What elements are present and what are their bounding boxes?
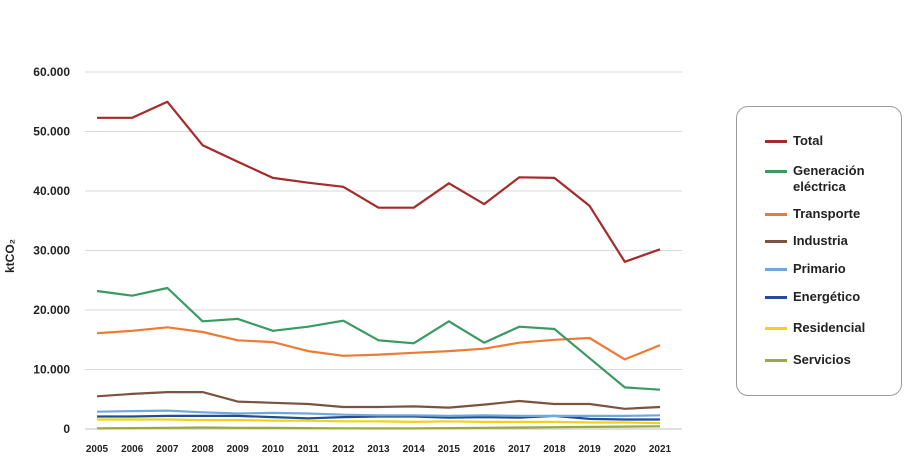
series-line-residencial [97,418,661,425]
legend-swatch [765,170,787,173]
series-line-generación-eléctrica [96,286,661,391]
y-tick-label: 40.000 [33,184,70,198]
legend-item: Primario [765,261,893,277]
series-line-industria [96,391,661,410]
legend-label: Total [793,133,824,148]
legend-item: Residencial [765,320,893,336]
series-line-primario [96,409,661,417]
x-tick-label: 2020 [614,444,637,455]
x-tick-label: 2018 [543,444,566,455]
x-tick-label: 2019 [579,444,602,455]
y-tick-label: 20.000 [33,303,70,317]
legend-item: Servicios [765,352,893,368]
y-axis-ticks: 0 10.000 20.000 30.000 40.000 50.000 60.000 [33,65,70,436]
series-line-servicios [96,425,661,430]
legend-label: Primario [793,261,846,276]
x-tick-label: 2017 [508,444,531,455]
series-line-total [97,100,661,263]
legend-item: Energético [765,289,893,305]
y-tick-label: 10.000 [33,363,70,377]
legend-swatch [765,359,787,362]
legend-label: Servicios [793,352,851,367]
legend-label: Transporte [793,206,861,221]
legend-item: Industria [765,233,893,249]
legend-swatch [765,213,787,216]
x-tick-label: 2007 [156,444,179,455]
legend-item: Transporte [765,206,893,222]
x-tick-label: 2012 [332,444,355,455]
y-tick-label: 50.000 [33,125,70,139]
gridlines [85,71,682,430]
series-line-transporte [96,326,661,361]
x-tick-label: 2016 [473,444,496,455]
legend-swatch [765,268,787,271]
series-lines [96,100,661,430]
x-tick-label: 2008 [191,444,214,455]
legend-swatch [765,240,787,243]
x-tick-label: 2015 [438,444,461,455]
x-tick-label: 2021 [649,444,672,455]
legend-swatch [765,327,787,330]
legend-label: Generación eléctrica [793,163,865,194]
x-tick-label: 2014 [403,444,426,455]
legend: Total Generación eléctrica Transporte Indus… [736,106,902,396]
x-tick-label: 2005 [86,444,109,455]
x-tick-label: 2011 [297,444,319,455]
x-tick-label: 2006 [121,444,144,455]
y-axis-label: ktCO₂ [3,239,17,273]
x-tick-label: 2010 [262,444,285,455]
y-tick-label: 60.000 [33,65,70,79]
y-tick-label: 0 [63,422,70,436]
legend-label: Energético [793,289,861,304]
x-axis-ticks: 2005 2006 2007 2008 2009 2010 2011 2012 2013 2014… [86,444,672,455]
x-tick-label: 2009 [227,444,250,455]
legend-swatch [765,296,787,299]
legend-label: Industria [793,233,848,248]
legend-swatch [765,140,787,143]
y-tick-label: 30.000 [33,244,70,258]
x-tick-label: 2013 [367,444,390,455]
legend-label: Residencial [793,320,866,335]
legend-item: Total [765,133,893,149]
legend-item: Generación eléctrica [765,163,893,195]
